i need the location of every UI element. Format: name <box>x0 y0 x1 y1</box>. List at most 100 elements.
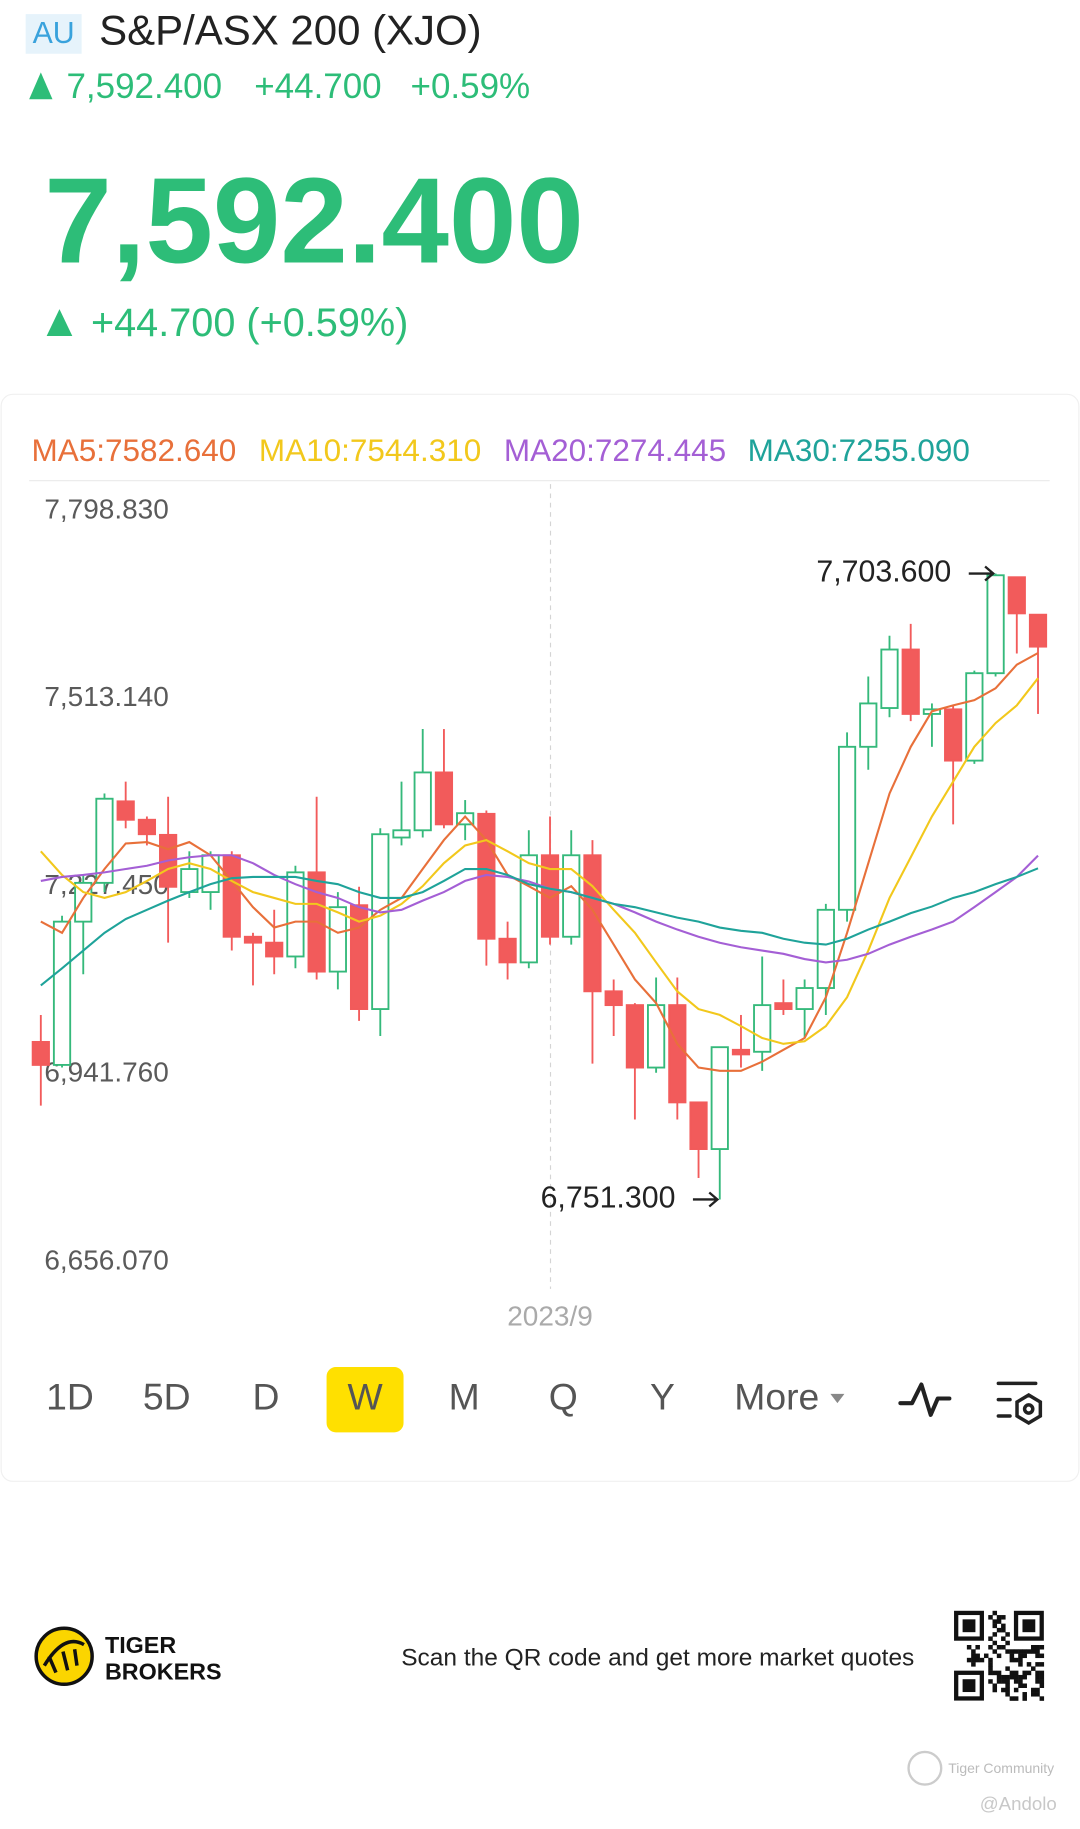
qr-cell <box>1035 1649 1040 1654</box>
qr-cell <box>1013 1687 1019 1693</box>
legend-entry: MA20:7274.445 <box>504 432 726 468</box>
annotation-label: 7,703.600 <box>816 556 951 589</box>
x-axis: 2023/9 <box>507 1300 593 1331</box>
candle-body <box>286 871 305 958</box>
up-arrow <box>29 72 53 100</box>
qr-cell <box>1013 1670 1019 1676</box>
qr-cell <box>1009 1696 1015 1701</box>
candle-body <box>265 941 284 958</box>
qr-cell <box>1022 1670 1027 1676</box>
qr-finder <box>962 1679 976 1693</box>
candle-body <box>710 1046 729 1150</box>
annotations: 7,703.600 6,751.300 <box>541 556 996 1214</box>
period-tab[interactable]: M <box>449 1376 480 1418</box>
period-tab[interactable]: Y <box>650 1376 675 1418</box>
qr-cell <box>1039 1662 1045 1667</box>
chart-card <box>0 393 1080 1482</box>
qr-cell <box>1026 1662 1032 1667</box>
candle-body <box>795 987 814 1010</box>
qr-cell <box>996 1670 1002 1676</box>
candle-body <box>52 920 72 1066</box>
qr-cell <box>1035 1653 1040 1659</box>
qr-cell <box>1018 1662 1023 1667</box>
candle-body <box>371 833 390 1010</box>
watermark: @Andolo <box>980 1793 1057 1814</box>
qr-cell <box>1009 1657 1015 1663</box>
candle-body <box>583 854 602 993</box>
qr-cell <box>1005 1632 1010 1637</box>
change-big: +44.700 (+0.59%) <box>91 301 408 345</box>
qr-cell <box>1031 1666 1036 1671</box>
up-arrow <box>46 309 73 337</box>
qr-cell <box>1013 1649 1019 1654</box>
qr-cell <box>1039 1644 1045 1650</box>
y-tick-label: 7,798.830 <box>44 493 169 524</box>
qr-cell <box>966 1644 972 1650</box>
tab-highlight <box>326 1367 404 1433</box>
period-tab[interactable]: D <box>252 1376 279 1418</box>
qr-cell <box>1031 1649 1036 1654</box>
qr-cell <box>1031 1692 1036 1697</box>
qr-cell <box>1031 1644 1036 1650</box>
annotation-label: 6,751.300 <box>541 1181 676 1214</box>
qr-cell <box>996 1615 1002 1620</box>
indicator-icon[interactable] <box>898 1382 952 1417</box>
qr-cell <box>1013 1679 1019 1684</box>
x-tick-label: 2023/9 <box>507 1300 593 1331</box>
ma-legend: MA5:7582.640 MA10:7544.310 MA20:7274.445 MA… <box>31 432 969 468</box>
qr-cell <box>1022 1696 1027 1701</box>
price-big: 7,592.400 <box>44 153 584 289</box>
more-caret[interactable] <box>830 1393 845 1404</box>
qr-cell <box>1001 1674 1006 1680</box>
qr-cell <box>975 1657 980 1663</box>
brand-name: TIGER <box>105 1632 176 1658</box>
qr-cell <box>996 1653 1002 1659</box>
candle-body <box>837 745 857 911</box>
qr-cell <box>992 1649 998 1654</box>
qr-finder <box>962 1619 976 1633</box>
period-tab[interactable]: W <box>347 1376 383 1418</box>
qr-cell <box>1031 1687 1036 1693</box>
candle-body <box>349 904 369 1010</box>
qr-cell <box>1039 1653 1045 1659</box>
ma-lines <box>40 652 1039 1072</box>
candle-body <box>243 935 263 944</box>
qr-cell <box>1005 1679 1010 1684</box>
qr-cell <box>975 1653 980 1659</box>
candle-body <box>498 937 517 964</box>
qr-cell <box>992 1623 998 1629</box>
candle-body <box>689 1101 708 1150</box>
qr-cell <box>1001 1687 1006 1693</box>
qr-cell <box>1005 1687 1010 1693</box>
period-tab[interactable]: 1D <box>46 1376 94 1418</box>
qr-cell <box>992 1687 998 1693</box>
qr-cell <box>979 1657 985 1663</box>
qr-cell <box>1005 1649 1010 1654</box>
ma-line <box>40 854 1039 964</box>
qr-cell <box>1001 1636 1006 1641</box>
qr-cell <box>1001 1644 1006 1650</box>
annotation-arrow <box>692 1191 720 1208</box>
qr-cell <box>1035 1687 1040 1693</box>
qr-cell <box>1009 1653 1015 1659</box>
legend-entry: MA10:7544.310 <box>259 432 481 468</box>
period-tab[interactable]: More <box>734 1376 819 1418</box>
qr-cell <box>988 1679 993 1684</box>
candle-body <box>328 906 347 973</box>
qr-cell <box>1001 1627 1006 1633</box>
qr-cell <box>996 1679 1002 1684</box>
qr-cell <box>1001 1679 1006 1684</box>
qr-cell <box>1022 1674 1027 1680</box>
settings-icon[interactable] <box>996 1381 1043 1426</box>
candle-body <box>816 908 835 989</box>
candle-body <box>540 854 560 938</box>
qr-cell <box>1013 1696 1019 1701</box>
period-tab[interactable]: 5D <box>143 1376 191 1418</box>
annotation-arrow <box>968 565 996 582</box>
period-tab[interactable]: Q <box>549 1376 578 1418</box>
qr-cell <box>992 1640 998 1646</box>
change-pct-small: +0.59% <box>411 67 531 106</box>
candle-body <box>434 771 454 826</box>
candle-body <box>880 648 899 709</box>
